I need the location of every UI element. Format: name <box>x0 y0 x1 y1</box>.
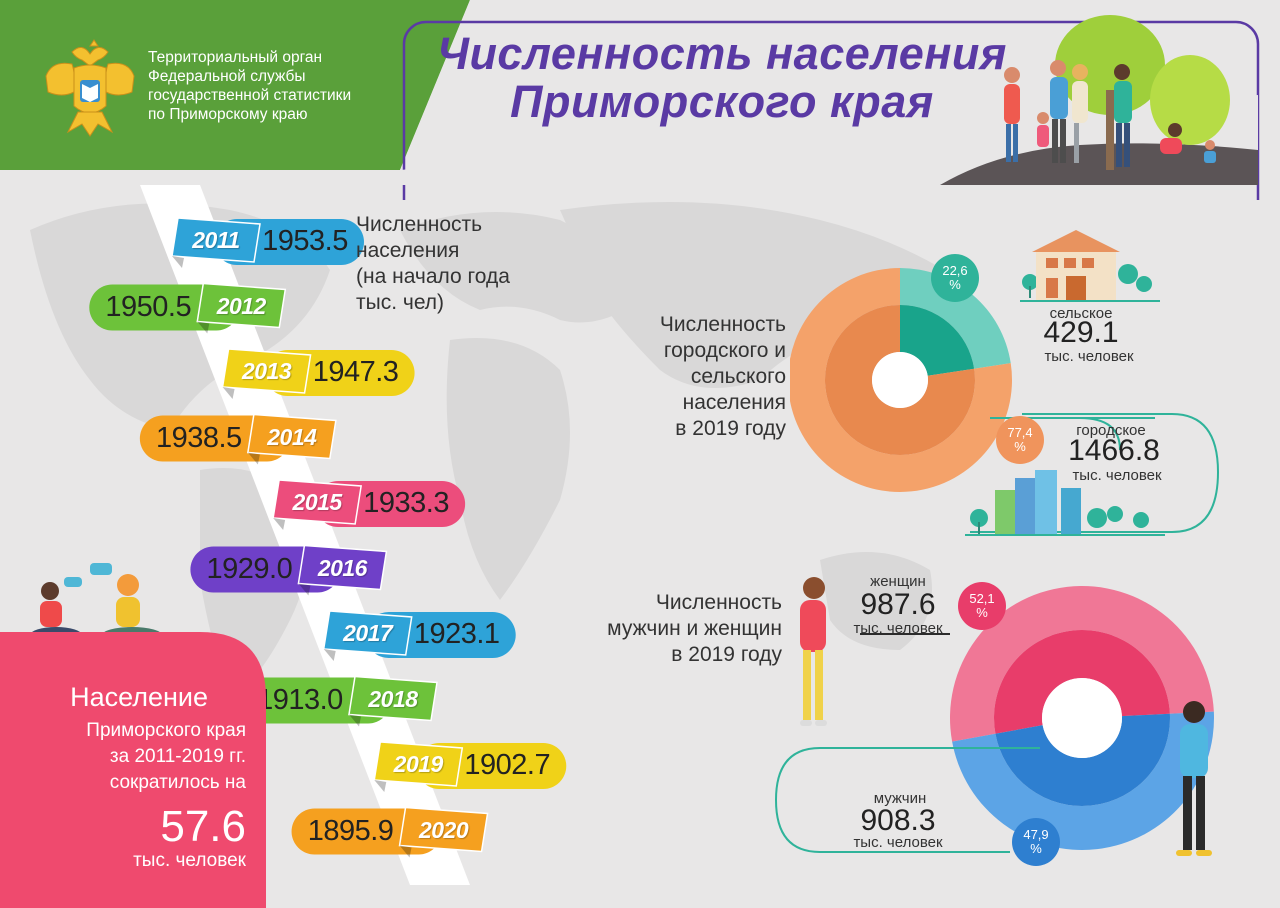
timeline-item <box>240 675 438 727</box>
timeline-value: 1938.5 <box>155 421 242 454</box>
urban-value: 1466.8 <box>1068 434 1160 467</box>
timeline-year-tab <box>322 610 413 656</box>
timeline-value: 1947.3 <box>312 356 399 388</box>
urban-pct: % <box>1014 439 1026 454</box>
organization-name: Территориальный орган Федеральной службы… <box>148 49 352 123</box>
header-background <box>0 0 1280 200</box>
urban-label: городское <box>1076 422 1146 439</box>
timeline-item <box>322 610 516 661</box>
rural-pct-bubble <box>931 254 979 302</box>
timeline-year: 2016 <box>317 554 368 581</box>
rural-slice <box>900 305 975 376</box>
rural-unit: тыс. человек <box>1044 348 1134 365</box>
timeline-value: 1929.0 <box>206 552 293 585</box>
urban-rural-label: Численность городского и сельского насел… <box>659 313 786 440</box>
timeline-year-tab <box>246 413 337 460</box>
timeline-year-tab <box>272 479 363 525</box>
women-pct: 52,1 <box>969 591 994 606</box>
timeline-value: 1950.5 <box>105 290 192 323</box>
gender-donut-chart: 52,1%47,9% <box>774 582 1214 866</box>
men-pct: 47,9 <box>1023 827 1048 842</box>
woman-figure-icon <box>800 577 827 726</box>
urban-slice <box>825 305 975 455</box>
timeline-item <box>190 544 388 596</box>
timeline-year: 2015 <box>292 489 343 515</box>
timeline-year: 2018 <box>368 685 418 712</box>
man-figure-icon <box>1176 701 1212 856</box>
men-slice-outer <box>952 711 1214 850</box>
timeline-year: 2017 <box>343 620 393 646</box>
timeline-item <box>221 348 415 399</box>
women-value: 987.6 <box>860 588 936 621</box>
timeline-value: 1902.7 <box>464 749 551 781</box>
timeline-value: 1923.1 <box>413 618 500 650</box>
timeline-year-tab <box>221 348 312 394</box>
gender-label: Численность мужчин и женщин в 2019 году <box>607 591 782 666</box>
urban-pct: 77,4 <box>1007 425 1032 440</box>
rural-pct: % <box>949 277 961 292</box>
timeline-item <box>139 413 337 465</box>
timeline-year: 2012 <box>216 292 267 319</box>
speech-bubble-icon <box>90 563 112 575</box>
timeline-item <box>171 217 365 268</box>
urban-rural-donut-chart: 22,6%77,4% <box>790 254 1220 533</box>
rural-slice-outer <box>900 268 1011 369</box>
women-slice-outer <box>950 586 1214 742</box>
men-pct-bubble <box>1012 818 1060 866</box>
women-label: женщин <box>870 573 926 590</box>
summary-value: 57.6 <box>160 802 246 851</box>
city-buildings-icon <box>965 470 1165 536</box>
timeline-value: 1913.0 <box>257 683 343 716</box>
summary-box <box>0 632 266 908</box>
timeline-year-tab <box>297 544 388 591</box>
timeline-value: 1933.3 <box>363 487 449 519</box>
page-title: Численность населения Приморского края <box>437 28 1007 127</box>
timeline-year: 2020 <box>418 816 469 843</box>
timeline-item <box>89 282 287 334</box>
urban-pct-bubble <box>996 416 1044 464</box>
timeline-year-tab <box>373 741 464 787</box>
timeline-item <box>272 479 466 530</box>
content-frame <box>402 20 1260 200</box>
men-unit: тыс. человек <box>853 834 943 851</box>
summary-heading: Население <box>70 682 208 712</box>
urban-unit: тыс. человек <box>1072 467 1162 484</box>
timeline-value: 1895.9 <box>307 814 394 847</box>
women-slice <box>994 629 1170 734</box>
urban-slice-outer <box>790 268 1012 492</box>
men-pct: % <box>1030 841 1042 856</box>
header-green-panel <box>0 0 470 170</box>
rural-pct: 22,6 <box>942 263 967 278</box>
timeline-year: 2013 <box>241 358 292 384</box>
timeline-year: 2011 <box>192 227 240 253</box>
timeline-year-tab <box>348 675 438 722</box>
men-slice <box>995 713 1170 806</box>
family-illustration <box>1004 60 1216 167</box>
timeline-year: 2014 <box>267 423 317 450</box>
timeline-label: Численность населения (на начало года ты… <box>356 213 510 314</box>
women-unit: тыс. человек <box>853 620 943 637</box>
timeline-item <box>291 806 489 858</box>
rural-label: сельское <box>1049 305 1113 322</box>
double-headed-eagle-emblem-icon <box>45 39 135 137</box>
summary-unit: тыс. человек <box>133 850 246 871</box>
men-label: мужчин <box>873 790 927 807</box>
timeline-year: 2019 <box>393 751 444 777</box>
rural-value: 429.1 <box>1043 316 1119 349</box>
summary-text: Приморского края за 2011-2019 гг. сократ… <box>86 720 246 793</box>
timeline-year-tab <box>398 806 489 853</box>
timeline-year-tab <box>171 217 261 263</box>
men-value: 908.3 <box>860 804 936 837</box>
women-pct: % <box>976 605 988 620</box>
house-icon <box>1020 230 1160 302</box>
timeline-value: 1953.5 <box>262 225 348 257</box>
timeline-item <box>373 741 567 792</box>
timeline-year-tab <box>196 282 287 329</box>
women-pct-bubble <box>958 582 1006 630</box>
